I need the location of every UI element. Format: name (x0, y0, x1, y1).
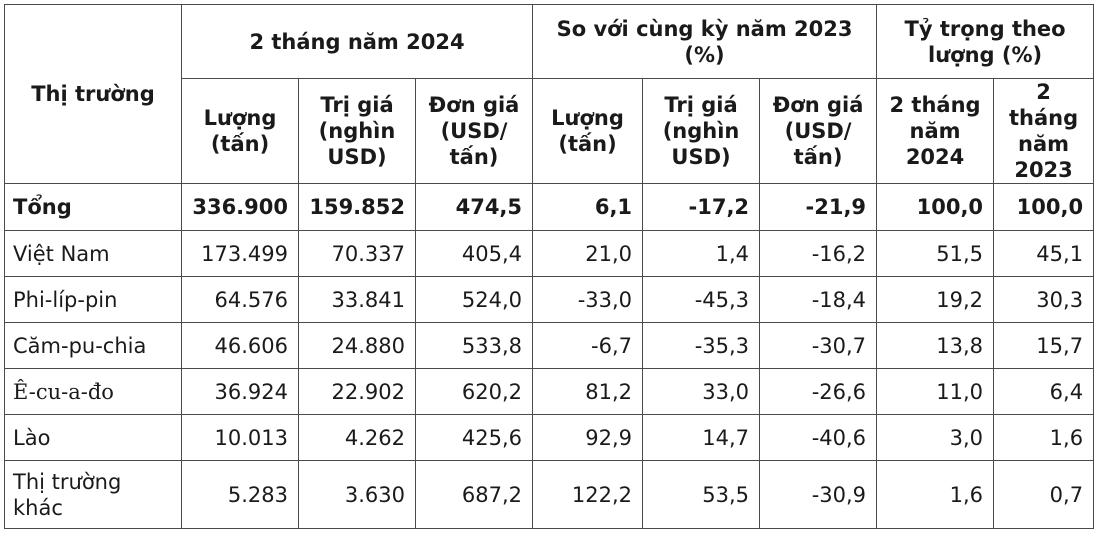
market-header: Thị trường (4, 4, 182, 184)
cell: 13,8 (876, 322, 995, 369)
cell: 100,0 (993, 183, 1095, 231)
cell: 1,6 (993, 414, 1095, 461)
cell: 46.606 (181, 322, 299, 369)
cell: -18,4 (759, 276, 878, 323)
col-header-value-change: Trị giá (nghìn USD) (642, 78, 761, 184)
cell: 51,5 (876, 230, 995, 277)
cell: 159.852 (298, 183, 416, 231)
col-header-qty-change: Lượng (tấn) (532, 78, 644, 184)
cell: 3,0 (876, 414, 995, 461)
row-label: Thị trường khác (4, 460, 182, 529)
cell: 5.283 (181, 460, 299, 529)
cell: 0,7 (993, 460, 1095, 529)
cell: 64.576 (181, 276, 299, 323)
cell: 1,6 (876, 460, 995, 529)
row-label: Việt Nam (4, 230, 182, 277)
group-header-compare: So với cùng kỳ năm 2023 (%) (532, 4, 878, 79)
cell: -30,9 (759, 460, 878, 529)
cell: 533,8 (414, 322, 534, 369)
col-header-price: Đơn giá (USD/ tấn) (414, 78, 534, 184)
cell: 33.841 (298, 276, 416, 323)
cell: -40,6 (759, 414, 878, 461)
cell: 53,5 (642, 460, 761, 529)
cell: -26,6 (759, 368, 878, 415)
cell: 1,4 (642, 230, 761, 277)
row-label: Lào (4, 414, 182, 461)
cell: 24.880 (298, 322, 416, 369)
cell: 14,7 (642, 414, 761, 461)
cell: 100,0 (876, 183, 995, 231)
table-row: Căm-pu-chia 46.606 24.880 533,8 -6,7 -35… (4, 322, 1095, 369)
table-row: Việt Nam 173.499 70.337 405,4 21,0 1,4 -… (4, 230, 1095, 277)
cell: 92,9 (532, 414, 644, 461)
cell: -21,9 (759, 183, 878, 231)
row-label: Căm-pu-chia (4, 322, 182, 369)
table-row-total: Tổng 336.900 159.852 474,5 6,1 -17,2 -21… (4, 183, 1095, 231)
cell: 70.337 (298, 230, 416, 277)
cell: 19,2 (876, 276, 995, 323)
cell: 21,0 (532, 230, 644, 277)
col-header-share-2023: 2 tháng năm 2023 (993, 78, 1095, 184)
cell: 4.262 (298, 414, 416, 461)
cell: -30,7 (759, 322, 878, 369)
rice-export-table: Thị trường 2 tháng năm 2024 So với cùng … (4, 4, 1095, 529)
cell: -45,3 (642, 276, 761, 323)
cell: 6,4 (993, 368, 1095, 415)
group-header-share: Tỷ trọng theo lượng (%) (876, 4, 1095, 79)
col-header-share-2024: 2 tháng năm 2024 (876, 78, 995, 184)
cell: 6,1 (532, 183, 644, 231)
row-label: Tổng (4, 183, 182, 231)
cell: -17,2 (642, 183, 761, 231)
cell: 10.013 (181, 414, 299, 461)
row-label: Ê-cu-a-đo (4, 368, 182, 415)
table-row: Ê-cu-a-đo 36.924 22.902 620,2 81,2 33,0 … (4, 368, 1095, 415)
cell: 173.499 (181, 230, 299, 277)
cell: 30,3 (993, 276, 1095, 323)
table-row: Lào 10.013 4.262 425,6 92,9 14,7 -40,6 3… (4, 414, 1095, 461)
col-header-qty: Lượng (tấn) (181, 78, 299, 184)
cell: 15,7 (993, 322, 1095, 369)
cell: 81,2 (532, 368, 644, 415)
cell: 425,6 (414, 414, 534, 461)
cell: -35,3 (642, 322, 761, 369)
cell: 620,2 (414, 368, 534, 415)
cell: 22.902 (298, 368, 416, 415)
cell: -33,0 (532, 276, 644, 323)
cell: 11,0 (876, 368, 995, 415)
table-row: Phi-líp-pin 64.576 33.841 524,0 -33,0 -4… (4, 276, 1095, 323)
cell: 687,2 (414, 460, 534, 529)
cell: 336.900 (181, 183, 299, 231)
cell: 474,5 (414, 183, 534, 231)
row-label: Phi-líp-pin (4, 276, 182, 323)
table-row: Thị trường khác 5.283 3.630 687,2 122,2 … (4, 460, 1095, 529)
cell: 524,0 (414, 276, 534, 323)
cell: -6,7 (532, 322, 644, 369)
cell: 45,1 (993, 230, 1095, 277)
cell: 3.630 (298, 460, 416, 529)
cell: -16,2 (759, 230, 878, 277)
group-header-2024: 2 tháng năm 2024 (180, 4, 534, 79)
col-header-value: Trị giá (nghìn USD) (298, 78, 416, 184)
cell: 405,4 (414, 230, 534, 277)
col-header-price-change: Đơn giá (USD/ tấn) (759, 78, 878, 184)
cell: 36.924 (181, 368, 299, 415)
cell: 122,2 (532, 460, 644, 529)
cell: 33,0 (642, 368, 761, 415)
